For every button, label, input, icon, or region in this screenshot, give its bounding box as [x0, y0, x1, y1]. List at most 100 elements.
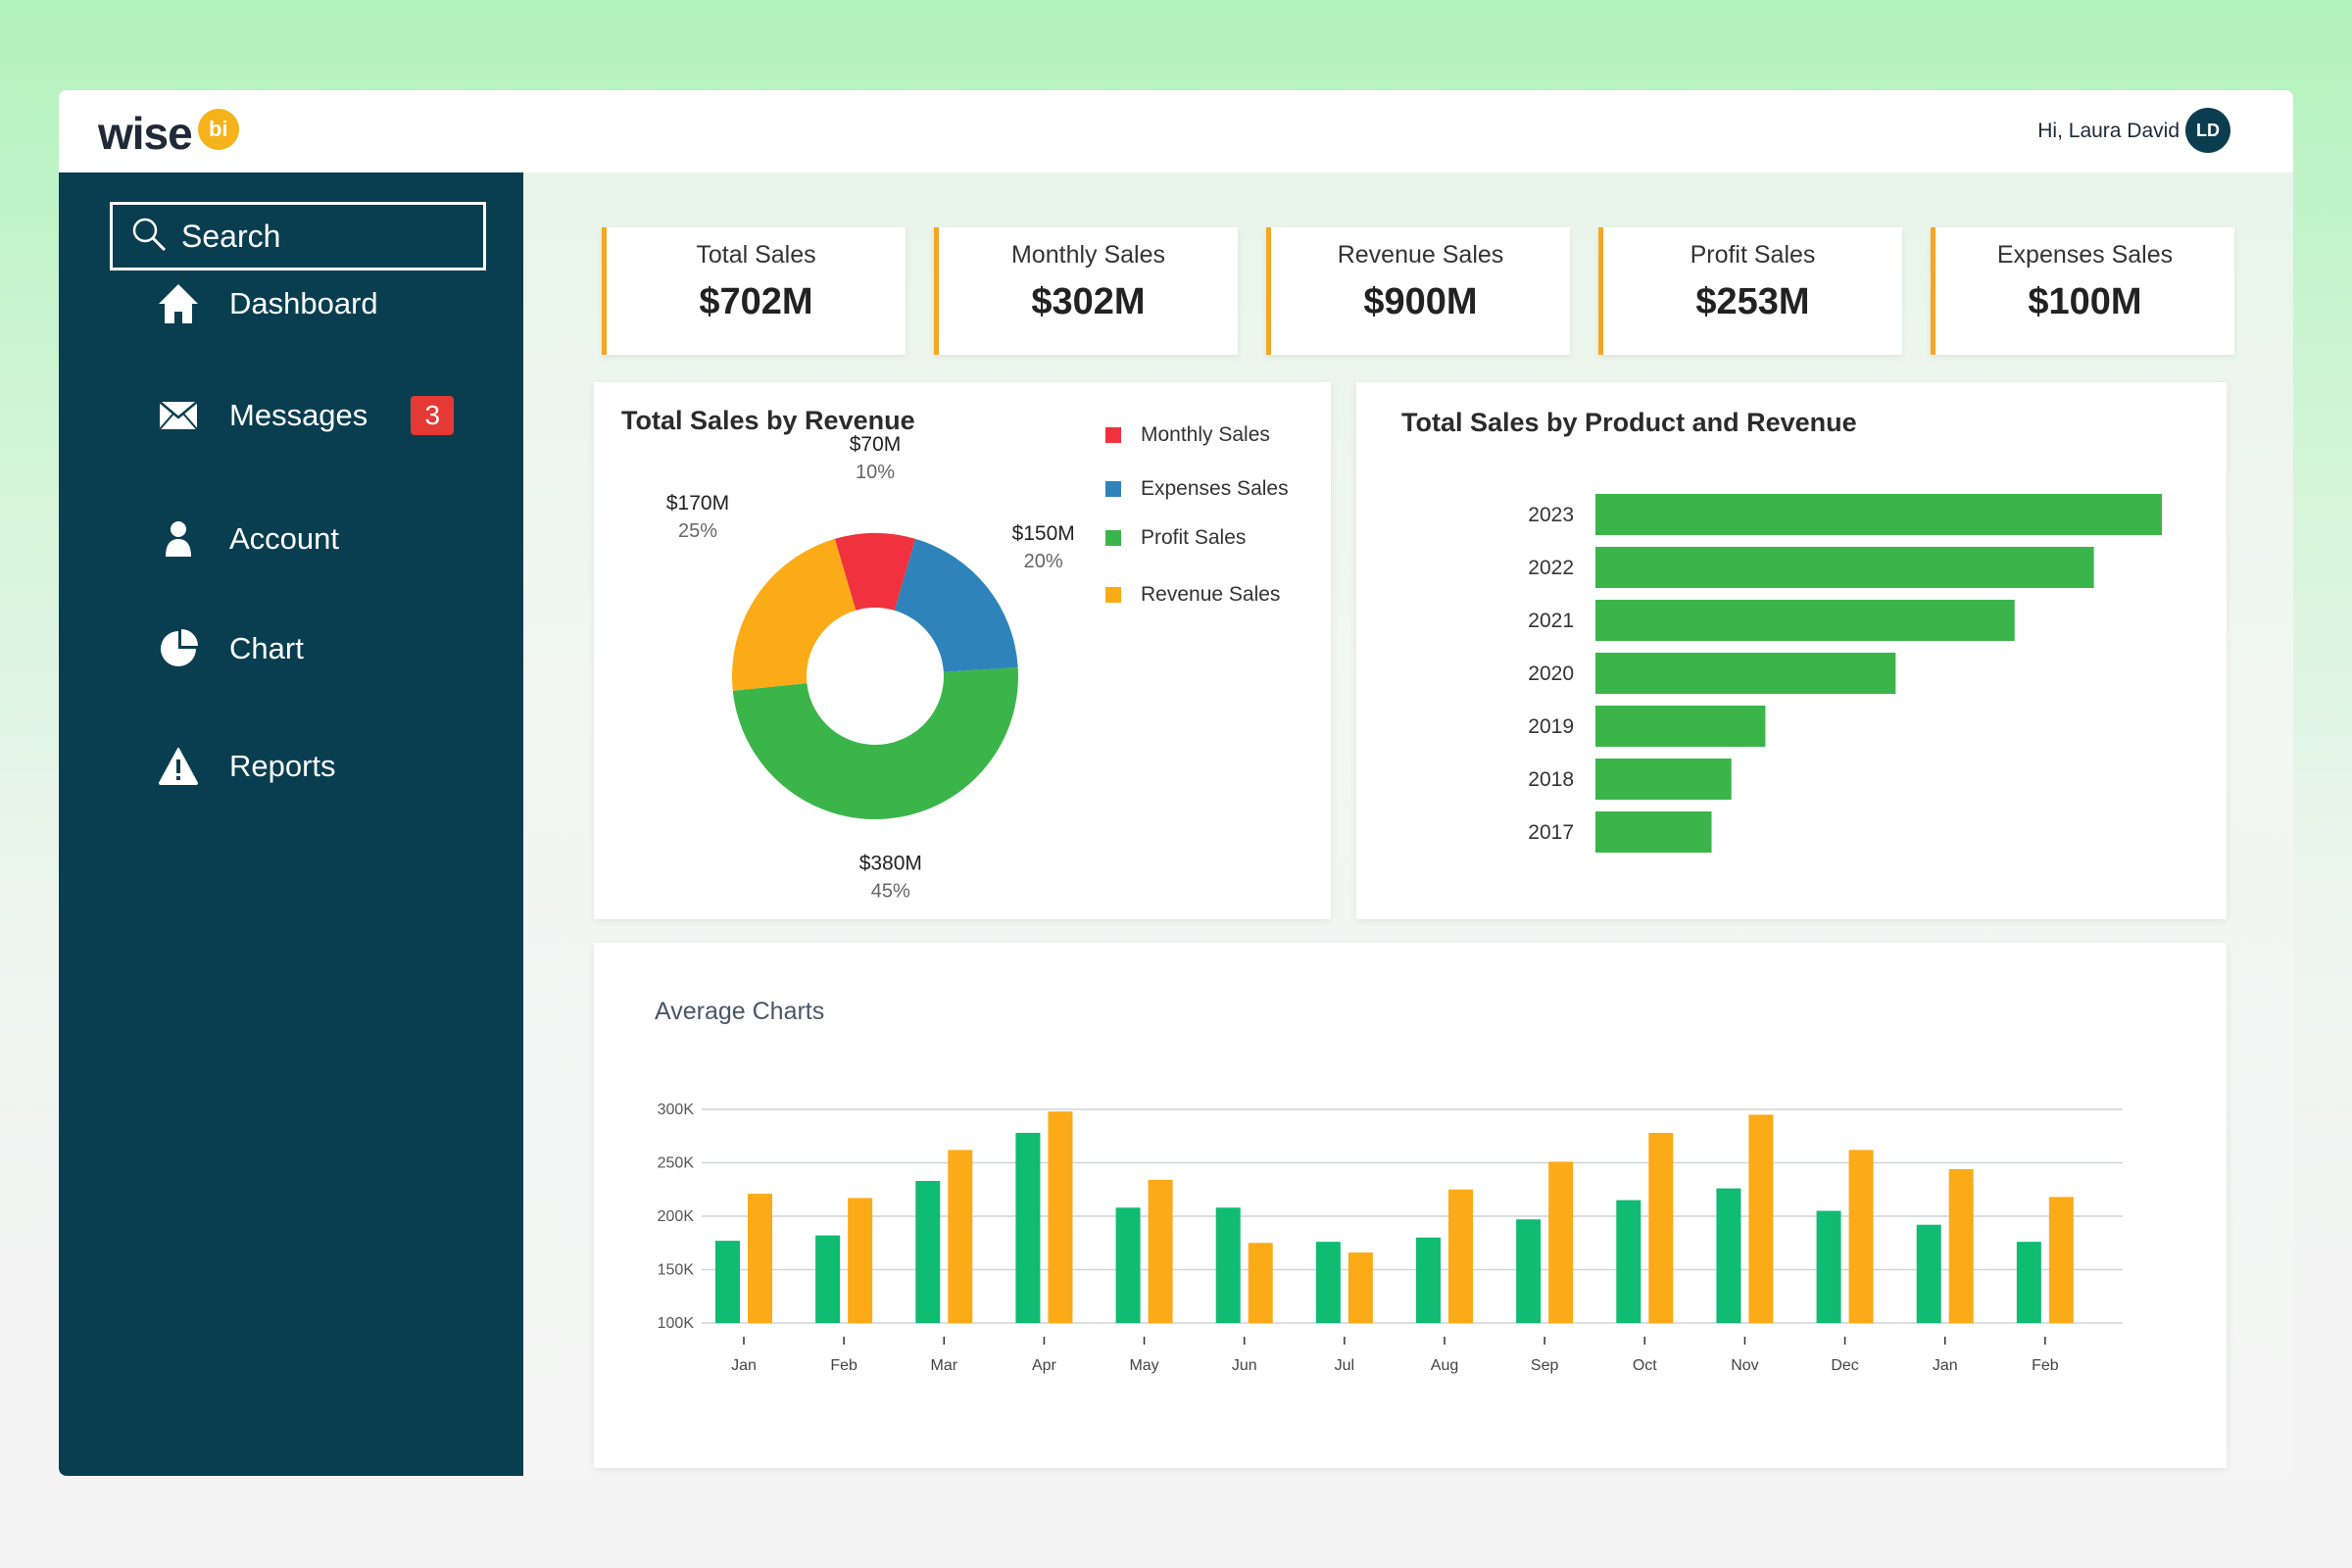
kpi-value: $100M	[2028, 281, 2142, 322]
bar	[1148, 1179, 1173, 1323]
slice-value-label: $150M	[1012, 522, 1075, 545]
hbar-category-label: 2021	[1528, 610, 1574, 632]
logo-text: wise	[98, 108, 193, 159]
x-tick-label: Jan	[1933, 1357, 1958, 1374]
hbar	[1595, 811, 1712, 853]
kpi-card-total-sales[interactable]: Total Sales $702M	[602, 227, 906, 355]
sidebar-item-label: Account	[229, 521, 340, 556]
x-tick-label: Jul	[1335, 1357, 1354, 1374]
kpi-label: Revenue Sales	[1337, 241, 1504, 269]
bar	[815, 1235, 841, 1323]
slice-value-label: $70M	[850, 433, 902, 456]
bar	[1348, 1252, 1373, 1323]
bar	[2016, 1242, 2041, 1323]
hbar-category-label: 2022	[1528, 557, 1574, 579]
bar	[915, 1181, 941, 1323]
legend-label: Revenue Sales	[1141, 583, 1281, 606]
donut-slice	[732, 667, 1018, 820]
user-greeting: Hi, Laura David	[2037, 120, 2180, 142]
donut-chart-card: Total Sales by Revenue $70M 10% $150M 20% $3…	[594, 382, 1331, 919]
slice-percent-label: 10%	[856, 462, 895, 483]
legend-label: Monthly Sales	[1141, 423, 1270, 446]
messages-count-badge: 3	[411, 396, 455, 435]
hbar	[1595, 547, 2094, 588]
donut-chart-title: Total Sales by Revenue	[621, 406, 915, 435]
search-box[interactable]: Search	[110, 202, 486, 270]
sidebar: Search Dashboard Messages 3	[59, 172, 523, 1476]
search-label: Search	[181, 218, 281, 254]
logo[interactable]: wise bi	[98, 104, 239, 163]
donut-chart: $70M 10% $150M 20% $380M 45% $170M 25%	[666, 433, 1075, 902]
legend-swatch	[1105, 587, 1121, 603]
sidebar-item-account[interactable]: Account	[157, 517, 339, 561]
hbar-category-label: 2023	[1528, 504, 1574, 526]
legend-item-monthly-sales: Monthly Sales	[1105, 423, 1270, 447]
sidebar-item-dashboard[interactable]: Dashboard	[157, 282, 378, 325]
bar	[1648, 1132, 1674, 1323]
x-tick-label: Sep	[1531, 1357, 1559, 1374]
hbar	[1595, 494, 2162, 535]
x-tick-label: Apr	[1032, 1357, 1057, 1374]
kpi-card-profit-sales[interactable]: Profit Sales $253M	[1598, 227, 1902, 355]
y-tick-label: 200K	[658, 1208, 695, 1225]
bar	[1448, 1189, 1473, 1323]
avatar[interactable]: LD	[2185, 108, 2230, 153]
bar	[1916, 1224, 1941, 1323]
slice-percent-label: 45%	[871, 880, 910, 902]
warning-icon	[157, 745, 200, 788]
sidebar-item-reports[interactable]: Reports	[157, 745, 336, 788]
kpi-card-monthly-sales[interactable]: Monthly Sales $302M	[934, 227, 1238, 355]
bar	[1516, 1219, 1542, 1323]
y-tick-label: 150K	[658, 1262, 695, 1279]
x-tick-label: Mar	[931, 1357, 958, 1374]
bar	[1848, 1150, 1874, 1323]
average-charts-card: Average Charts 300K 250K 200K 150K 100K Jan Fe…	[594, 943, 2227, 1468]
legend-item-revenue-sales: Revenue Sales	[1105, 583, 1280, 607]
x-tick-label: Aug	[1431, 1357, 1458, 1374]
kpi-value: $900M	[1363, 281, 1478, 322]
sidebar-item-chart[interactable]: Chart	[157, 627, 304, 670]
kpi-label: Profit Sales	[1690, 241, 1816, 269]
bar	[1115, 1207, 1141, 1323]
legend-swatch	[1105, 427, 1121, 443]
bar	[1716, 1188, 1741, 1323]
kpi-card-expenses-sales[interactable]: Expenses Sales $100M	[1931, 227, 2234, 355]
hbar	[1595, 653, 1896, 694]
average-charts-title: Average Charts	[655, 998, 825, 1025]
sidebar-item-label: Messages	[229, 398, 368, 432]
legend-label: Expenses Sales	[1141, 477, 1289, 500]
legend-item-profit-sales: Profit Sales	[1105, 526, 1246, 550]
bar	[948, 1150, 973, 1323]
bar	[715, 1241, 740, 1323]
bar	[1048, 1111, 1073, 1323]
bar	[1548, 1161, 1574, 1323]
bar	[1248, 1243, 1273, 1323]
kpi-card-revenue-sales[interactable]: Revenue Sales $900M	[1266, 227, 1570, 355]
donut-slice	[894, 538, 1018, 672]
legend-label: Profit Sales	[1141, 526, 1247, 549]
slice-percent-label: 25%	[678, 520, 717, 542]
horizontal-bar-chart: 2023 2022 2021 2020 2019 2018 2017	[1528, 494, 2162, 853]
hbar	[1595, 706, 1766, 747]
home-icon	[157, 282, 200, 325]
legend-swatch	[1105, 481, 1121, 497]
sidebar-item-label: Dashboard	[229, 286, 378, 320]
x-tick-label: Oct	[1633, 1357, 1657, 1374]
donut-slice	[732, 538, 857, 691]
x-tick-label: Dec	[1831, 1357, 1858, 1374]
bar	[1315, 1242, 1341, 1323]
kpi-value: $302M	[1031, 281, 1146, 322]
sidebar-item-messages[interactable]: Messages 3	[157, 394, 455, 437]
envelope-icon	[157, 394, 200, 437]
x-tick-label: May	[1129, 1357, 1158, 1374]
hbar-category-label: 2018	[1528, 768, 1574, 791]
kpi-label: Total Sales	[696, 241, 816, 269]
kpi-label: Monthly Sales	[1010, 241, 1166, 269]
bar	[748, 1194, 772, 1323]
legend-item-expenses-sales: Expenses Sales	[1105, 477, 1289, 501]
hbar	[1595, 759, 1732, 800]
y-tick-label: 300K	[658, 1102, 695, 1118]
main-content: Total Sales $702M Monthly Sales $302M Re…	[523, 172, 2293, 1476]
bar	[2048, 1197, 2074, 1323]
sidebar-item-label: Chart	[229, 631, 304, 665]
